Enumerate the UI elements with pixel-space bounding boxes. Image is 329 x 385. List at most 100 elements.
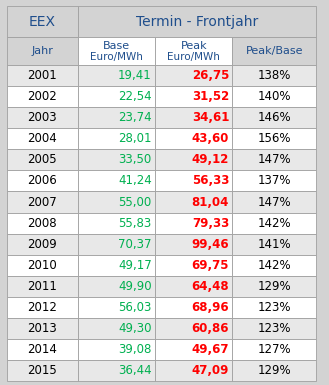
Text: 2007: 2007 — [27, 196, 57, 209]
Bar — [232, 255, 316, 276]
Bar — [78, 128, 155, 149]
Bar — [7, 128, 78, 149]
Text: 56,33: 56,33 — [192, 174, 229, 187]
Text: 31,52: 31,52 — [192, 90, 229, 103]
Bar — [7, 360, 78, 381]
Text: 81,04: 81,04 — [192, 196, 229, 209]
Text: 2006: 2006 — [27, 174, 57, 187]
Text: 60,86: 60,86 — [191, 322, 229, 335]
Bar — [155, 255, 232, 276]
Bar — [232, 318, 316, 339]
Text: 2001: 2001 — [27, 69, 57, 82]
Text: 141%: 141% — [257, 238, 291, 251]
Bar — [78, 360, 155, 381]
Text: Jahr: Jahr — [31, 46, 53, 56]
Bar — [155, 213, 232, 234]
Text: 68,96: 68,96 — [191, 301, 229, 314]
Text: 2004: 2004 — [27, 132, 57, 145]
Text: 147%: 147% — [257, 153, 291, 166]
Text: 39,08: 39,08 — [118, 343, 152, 356]
Bar — [7, 191, 78, 213]
Text: 2015: 2015 — [27, 364, 57, 377]
Text: 49,12: 49,12 — [192, 153, 229, 166]
Bar — [155, 149, 232, 171]
Bar — [7, 339, 78, 360]
Text: 2010: 2010 — [27, 259, 57, 272]
Bar — [7, 65, 78, 86]
Text: 137%: 137% — [258, 174, 291, 187]
Text: Termin - Frontjahr: Termin - Frontjahr — [136, 15, 258, 28]
Bar — [7, 297, 78, 318]
Bar — [155, 37, 232, 65]
Bar — [78, 297, 155, 318]
Text: 49,67: 49,67 — [191, 343, 229, 356]
Bar — [155, 65, 232, 86]
Bar — [155, 86, 232, 107]
Text: 2008: 2008 — [27, 217, 57, 229]
Bar — [232, 107, 316, 128]
Text: 146%: 146% — [257, 111, 291, 124]
Bar — [78, 234, 155, 255]
Text: 19,41: 19,41 — [118, 69, 152, 82]
Text: 2011: 2011 — [27, 280, 57, 293]
Text: 123%: 123% — [258, 322, 291, 335]
Bar — [232, 339, 316, 360]
Text: EEX: EEX — [29, 15, 56, 28]
Text: Base: Base — [103, 41, 130, 51]
Bar — [155, 297, 232, 318]
Bar — [232, 65, 316, 86]
Bar — [155, 360, 232, 381]
Bar — [155, 234, 232, 255]
Text: 138%: 138% — [258, 69, 291, 82]
Text: 41,24: 41,24 — [118, 174, 152, 187]
Bar — [232, 213, 316, 234]
Bar — [7, 6, 78, 37]
Text: 2009: 2009 — [27, 238, 57, 251]
Text: 49,90: 49,90 — [118, 280, 152, 293]
Text: 56,03: 56,03 — [118, 301, 152, 314]
Text: 69,75: 69,75 — [191, 259, 229, 272]
Text: 49,17: 49,17 — [118, 259, 152, 272]
Text: 70,37: 70,37 — [118, 238, 152, 251]
Text: 2014: 2014 — [27, 343, 57, 356]
Bar — [78, 213, 155, 234]
Text: 2003: 2003 — [27, 111, 57, 124]
Bar — [232, 37, 316, 65]
Bar — [232, 191, 316, 213]
Text: 123%: 123% — [258, 301, 291, 314]
Bar — [7, 318, 78, 339]
Text: 156%: 156% — [258, 132, 291, 145]
Bar — [155, 171, 232, 191]
Bar — [155, 191, 232, 213]
Text: Peak/Base: Peak/Base — [245, 46, 303, 56]
Bar — [7, 213, 78, 234]
Bar — [78, 65, 155, 86]
Text: 142%: 142% — [257, 217, 291, 229]
Bar — [7, 171, 78, 191]
Bar — [232, 86, 316, 107]
Bar — [78, 191, 155, 213]
Bar — [232, 149, 316, 171]
Text: 22,54: 22,54 — [118, 90, 152, 103]
Text: 2005: 2005 — [27, 153, 57, 166]
Bar — [232, 234, 316, 255]
Text: 99,46: 99,46 — [191, 238, 229, 251]
Text: 36,44: 36,44 — [118, 364, 152, 377]
Text: 47,09: 47,09 — [192, 364, 229, 377]
Bar — [78, 255, 155, 276]
Text: 34,61: 34,61 — [192, 111, 229, 124]
Bar — [232, 360, 316, 381]
Bar — [7, 107, 78, 128]
Bar — [7, 255, 78, 276]
Text: 129%: 129% — [257, 364, 291, 377]
Bar — [155, 276, 232, 297]
Text: Euro/MWh: Euro/MWh — [90, 52, 143, 62]
Bar — [78, 6, 316, 37]
Bar — [232, 128, 316, 149]
Text: Peak: Peak — [180, 41, 207, 51]
Bar — [7, 86, 78, 107]
Text: 26,75: 26,75 — [192, 69, 229, 82]
Bar — [7, 37, 78, 65]
Bar — [78, 37, 155, 65]
Bar — [78, 171, 155, 191]
